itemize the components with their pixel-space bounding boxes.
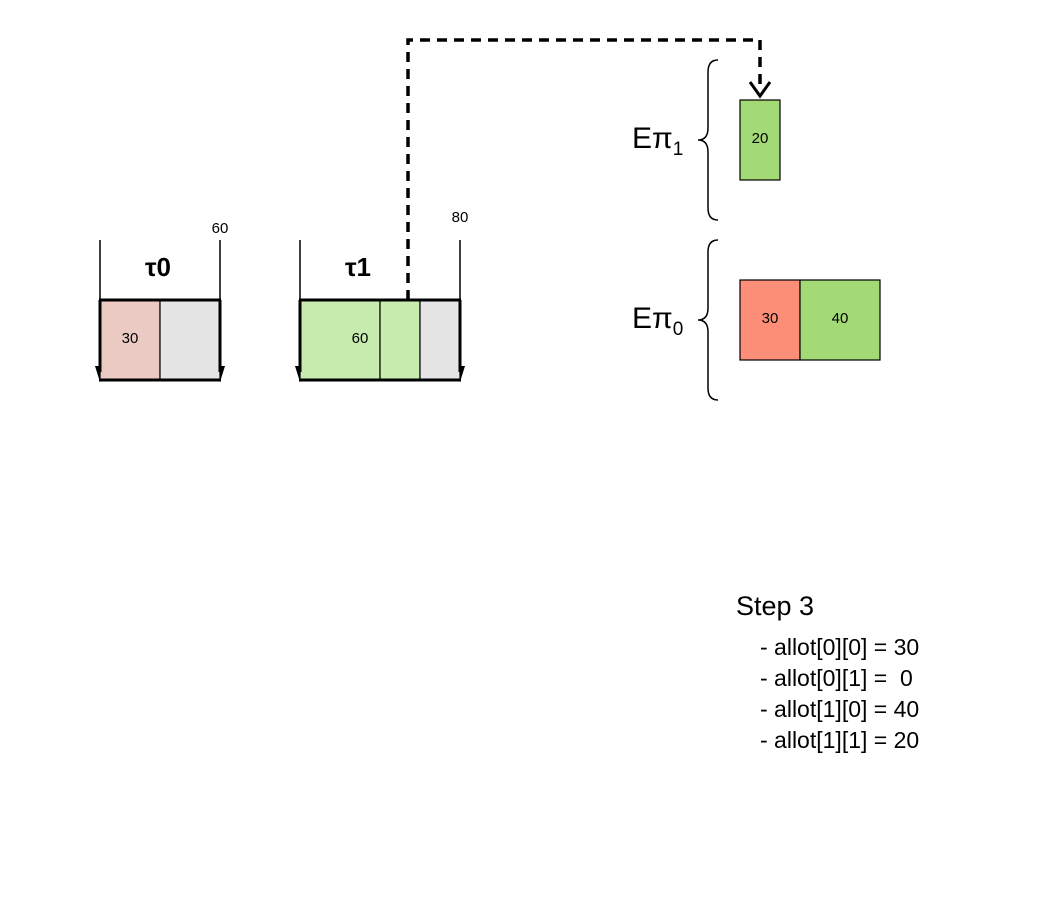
tau0-segment-label: 30 [122, 330, 139, 347]
processor-0-brace [697, 239, 719, 401]
migration-dashed-arrow [406, 38, 762, 300]
tau0-segment-executed [99, 299, 161, 381]
processor-1-label-subscript: 1 [673, 139, 684, 160]
tau1-segment-migrated [379, 299, 421, 381]
processor-0-label-main: Επ [632, 302, 673, 335]
tau0-deadline-label: 60 [212, 220, 229, 237]
tau0-segment-remaining [159, 299, 221, 381]
tau1-deadline-label: 80 [452, 209, 469, 226]
processor-0-block-tau1 [799, 279, 881, 361]
allocation-item: - allot[0][1] = 0 [760, 665, 913, 691]
tau1-label: τ1 [345, 252, 371, 282]
allocation-item: - allot[1][0] = 40 [760, 696, 920, 722]
task-tau0: τ0 60 30 [95, 220, 228, 382]
processor-1-block [739, 99, 781, 181]
processor-0: Επ0 30 40 [632, 239, 881, 401]
migration-arrowhead [748, 81, 772, 99]
processor-0-block-tau1-label: 40 [832, 310, 849, 327]
step-panel: Step 3 - allot[0][0] = 30 - allot[0][1] … [736, 588, 1016, 756]
processor-1-brace [697, 59, 719, 221]
processor-1-block-label: 20 [752, 130, 769, 147]
allocation-item: - allot[0][0] = 30 [760, 634, 920, 660]
processor-1-label: Επ1 [632, 122, 683, 160]
tau1-segment-remaining [419, 299, 461, 381]
allocation-list: - allot[0][0] = 30 - allot[0][1] = 0 - a… [736, 632, 1016, 756]
processor-0-label-subscript: 0 [673, 319, 684, 340]
tau0-label: τ0 [145, 252, 171, 282]
processor-0-block-tau0-label: 30 [762, 310, 779, 327]
step-title: Step 3 [736, 591, 815, 621]
allocation-item: - allot[1][1] = 20 [760, 727, 920, 753]
processor-1: Επ1 20 [632, 59, 781, 221]
tau1-segment-label: 60 [352, 330, 369, 347]
task-tau1: τ1 80 60 [295, 209, 468, 382]
processor-0-label: Επ0 [632, 302, 683, 340]
processor-1-label-main: Επ [632, 122, 673, 155]
